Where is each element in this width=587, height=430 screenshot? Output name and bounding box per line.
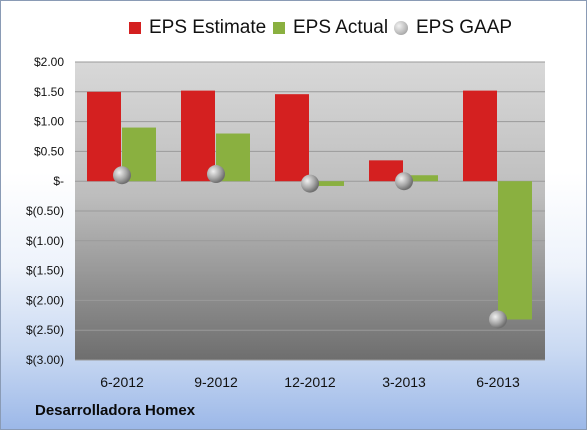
x-tick-label: 9-2012 bbox=[194, 374, 238, 390]
y-tick-label: $0.50 bbox=[34, 144, 64, 158]
y-tick-label: $(3.00) bbox=[26, 353, 64, 367]
legend-label-actual: EPS Actual bbox=[293, 17, 389, 38]
x-tick-label: 6-2012 bbox=[100, 374, 144, 390]
legend-label-estimate: EPS Estimate bbox=[149, 17, 267, 38]
y-tick-label: $(1.50) bbox=[26, 264, 64, 278]
x-tick-label: 12-2012 bbox=[284, 374, 336, 390]
y-tick-label: $1.50 bbox=[34, 85, 64, 99]
bar-eps-actual bbox=[498, 181, 532, 320]
legend-item-actual: EPS Actual bbox=[273, 17, 388, 39]
x-axis-ticks: 6-2012 9-2012 12-2012 3-2013 6-2013 bbox=[100, 374, 520, 390]
y-tick-label: $1.00 bbox=[34, 115, 64, 129]
point-eps-gaap bbox=[207, 165, 225, 184]
legend-label-gaap: EPS GAAP bbox=[416, 17, 513, 38]
y-axis-ticks: $2.00 $1.50 $1.00 $0.50 $- $(0.50) $(1.00) $(1.… bbox=[26, 55, 64, 367]
point-eps-gaap bbox=[113, 166, 131, 185]
point-eps-gaap bbox=[395, 172, 413, 191]
y-tick-label: $(2.00) bbox=[26, 293, 64, 307]
point-eps-gaap bbox=[301, 174, 319, 193]
bar-eps-estimate bbox=[463, 90, 497, 182]
legend-swatch-actual bbox=[273, 22, 285, 34]
bars bbox=[87, 90, 532, 329]
y-tick-label: $- bbox=[53, 174, 64, 188]
bar-eps-actual bbox=[404, 175, 438, 182]
y-tick-label: $(2.50) bbox=[26, 323, 64, 337]
legend-swatch-gaap bbox=[394, 21, 408, 35]
bar-eps-estimate bbox=[181, 90, 215, 182]
point-eps-gaap bbox=[489, 310, 507, 329]
y-tick-label: $(0.50) bbox=[26, 204, 64, 218]
y-tick-label: $(1.00) bbox=[26, 234, 64, 248]
x-tick-label: 3-2013 bbox=[382, 374, 426, 390]
legend: EPS Estimate EPS Actual EPS GAAP bbox=[1, 17, 586, 45]
y-tick-label: $2.00 bbox=[34, 55, 64, 69]
legend-swatch-estimate bbox=[129, 22, 141, 34]
bar-eps-actual bbox=[310, 181, 344, 186]
bar-eps-estimate bbox=[369, 160, 403, 182]
x-tick-label: 6-2013 bbox=[476, 374, 520, 390]
bar-eps-estimate bbox=[87, 91, 121, 182]
company-label: Desarrolladora Homex bbox=[35, 402, 196, 419]
legend-item-gaap: EPS GAAP bbox=[394, 17, 512, 39]
bar-eps-estimate bbox=[275, 94, 309, 182]
legend-item-estimate: EPS Estimate bbox=[129, 17, 266, 39]
